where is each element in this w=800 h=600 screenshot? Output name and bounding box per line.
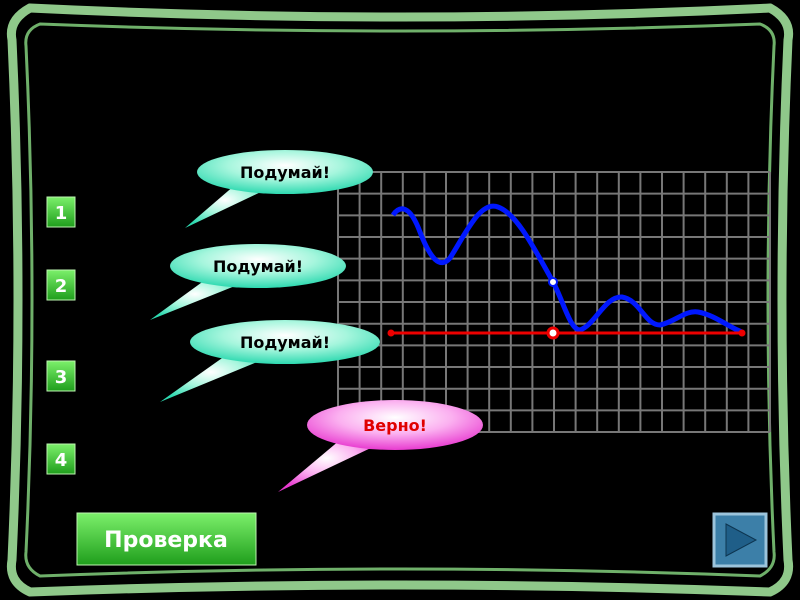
frame [6, 3, 794, 597]
bubble-text: Верно! [363, 416, 427, 435]
answer-button[interactable]: 1 [46, 196, 76, 228]
bubble: Верно! [278, 400, 483, 492]
answer-label: 4 [55, 450, 68, 471]
bubble-text: Подумай! [240, 333, 330, 352]
answer-label: 2 [55, 276, 68, 297]
graph-curve [390, 203, 743, 335]
frame-inner [24, 22, 776, 578]
point [738, 329, 746, 337]
answer-button[interactable]: 3 [46, 360, 76, 392]
point [387, 329, 395, 337]
point [546, 326, 560, 340]
bubble: Подумай! [185, 150, 373, 228]
answer-button[interactable]: 2 [46, 269, 76, 301]
bubble: Подумай! [150, 244, 346, 320]
bubble-text: Подумай! [240, 163, 330, 182]
point [548, 277, 558, 287]
check-button[interactable]: Проверка [76, 512, 257, 566]
next-button[interactable] [712, 512, 768, 568]
answer-button[interactable]: 4 [46, 443, 76, 475]
answer-label: 1 [55, 203, 68, 224]
bubble: Подумай! [160, 320, 380, 402]
bubble-text: Подумай! [213, 257, 303, 276]
check-label: Проверка [104, 528, 228, 553]
answer-label: 3 [55, 367, 68, 388]
grid [337, 171, 771, 434]
